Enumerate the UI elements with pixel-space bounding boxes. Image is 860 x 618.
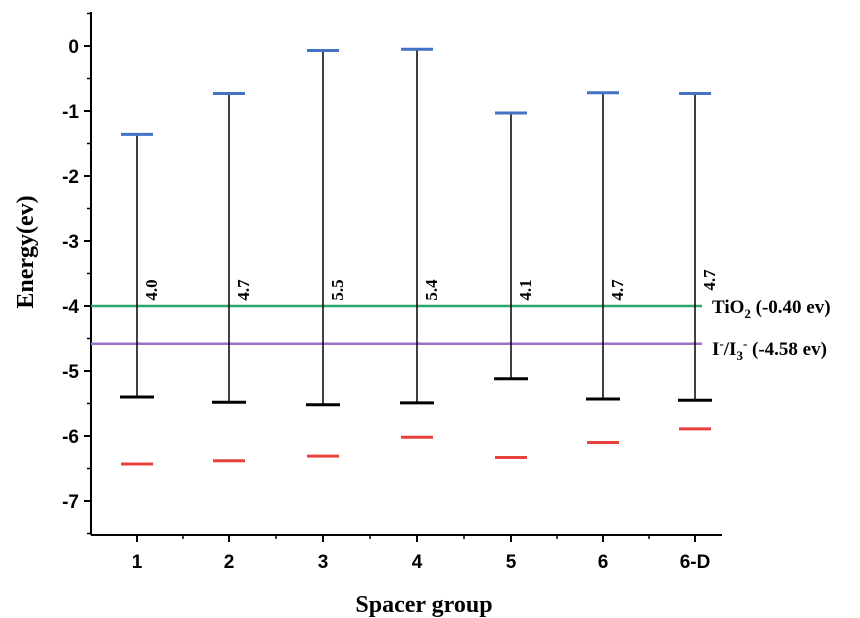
y-axis-title: Energy(ev) [13,195,39,308]
y-tick-label: -2 [62,167,79,188]
x-tick-label: 1 [132,552,143,573]
x-tick-label: 4 [412,552,423,573]
tio2-label: TiO2 (-0.40 ev) [712,297,831,321]
gap-value-label: 4.1 [516,279,535,300]
x-tick-labels: 1 2 3 4 5 6 6-D [132,552,711,573]
y-tick-label: -5 [62,362,79,383]
y-tick-label: -1 [62,102,79,123]
energy-bars [120,47,712,466]
gap-value-label: 4.0 [142,279,161,300]
x-tick-label: 6-D [680,552,711,573]
axes [84,12,722,542]
reference-lines [91,304,702,345]
y-tick-label: 0 [68,37,79,58]
x-tick-label: 6 [598,552,609,573]
reference-line-labels: TiO2 (-0.40 ev) I-/I3- (-4.58 ev) [712,297,831,363]
x-tick-label: 5 [506,552,517,573]
y-tick-labels: 0 -1 -2 -3 -4 -5 -6 -7 [62,37,79,513]
gap-value-label: 4.7 [608,279,627,301]
gap-value-label: 4.7 [234,279,253,301]
y-tick-label: -6 [62,427,79,448]
x-tick-label: 3 [318,552,329,573]
y-tick-label: -3 [62,232,79,253]
x-axis-title: Spacer group [355,592,492,618]
iodide-label: I-/I3- (-4.58 ev) [712,336,827,363]
y-tick-label: -7 [62,492,79,513]
gap-value-label: 5.4 [422,279,441,301]
x-tick-label: 2 [224,552,235,573]
y-tick-label: -4 [62,297,79,318]
gap-value-label: 4.7 [700,269,719,291]
gap-value-label: 5.5 [328,279,347,300]
gap-labels: 4.0 4.7 5.5 5.4 4.1 4.7 4.7 [142,269,719,301]
